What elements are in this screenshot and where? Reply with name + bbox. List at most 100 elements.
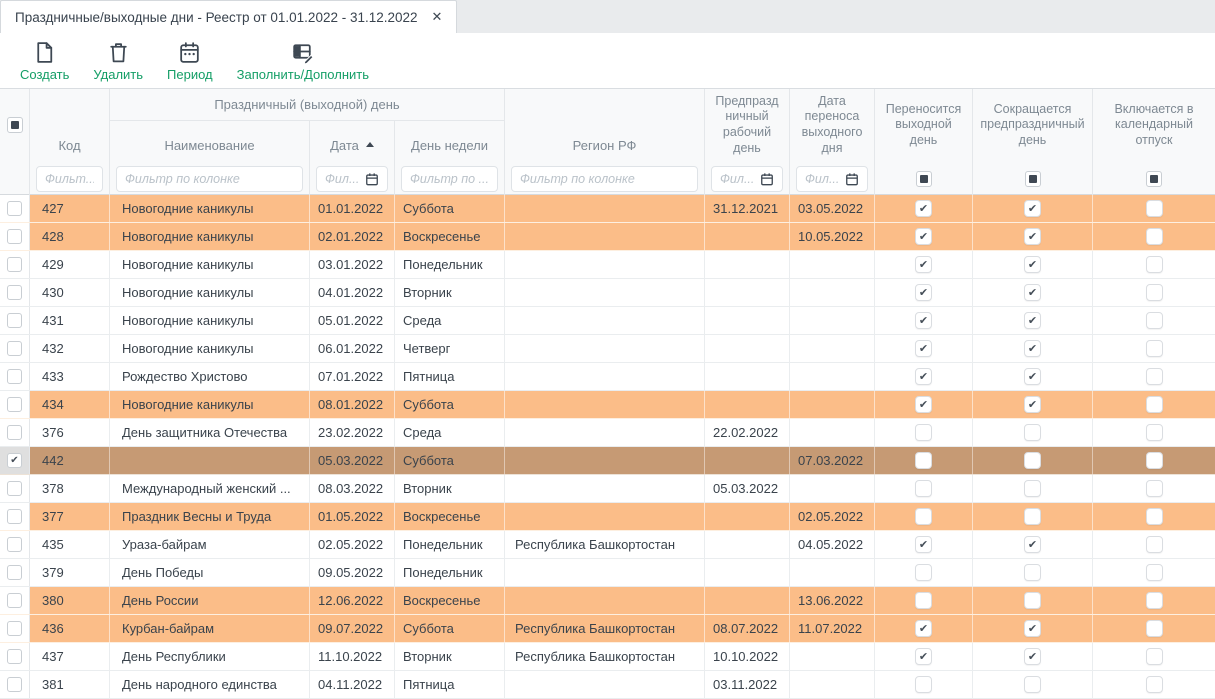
table-row[interactable]: 429 Новогодние каникулы 03.01.2022 Понедель…: [0, 251, 1215, 279]
carries-checkbox[interactable]: [915, 480, 932, 497]
shortens-checkbox[interactable]: [1024, 536, 1041, 553]
shortens-checkbox[interactable]: [1024, 340, 1041, 357]
filter-input-pre-holiday[interactable]: [720, 171, 756, 186]
carries-checkbox[interactable]: [915, 256, 932, 273]
carries-checkbox[interactable]: [915, 200, 932, 217]
carries-checkbox[interactable]: [915, 592, 932, 609]
table-row[interactable]: 430 Новогодние каникулы 04.01.2022 Вторник: [0, 279, 1215, 307]
vacation-checkbox[interactable]: [1145, 564, 1163, 581]
row-select-checkbox[interactable]: [7, 509, 22, 524]
create-button[interactable]: Создать: [8, 37, 81, 85]
filter-input-region[interactable]: [520, 171, 689, 186]
row-select-checkbox[interactable]: [7, 649, 22, 664]
select-all-checkbox[interactable]: [6, 117, 23, 133]
delete-button[interactable]: Удалить: [81, 37, 155, 85]
column-header-shortens[interactable]: Сокращается предпраздничный день: [973, 89, 1093, 161]
shortens-checkbox[interactable]: [1024, 312, 1041, 329]
row-select-checkbox[interactable]: [7, 313, 22, 328]
vacation-checkbox[interactable]: [1145, 452, 1163, 469]
carries-checkbox[interactable]: [915, 340, 932, 357]
table-row[interactable]: 436 Курбан-байрам 09.07.2022 Суббота Республ…: [0, 615, 1215, 643]
vacation-checkbox[interactable]: [1145, 424, 1163, 441]
shortens-checkbox[interactable]: [1024, 256, 1041, 273]
table-row[interactable]: 376 День защитника Отечества 23.02.2022 Сре…: [0, 419, 1215, 447]
table-row[interactable]: 431 Новогодние каникулы 05.01.2022 Среда: [0, 307, 1215, 335]
carries-checkbox[interactable]: [915, 648, 932, 665]
vacation-checkbox[interactable]: [1145, 284, 1163, 301]
carries-checkbox[interactable]: [915, 228, 932, 245]
column-header-weekday[interactable]: День недели: [395, 121, 505, 161]
column-header-vacation[interactable]: Включается в календарный отпуск: [1114, 101, 1194, 147]
shortens-checkbox[interactable]: [1024, 368, 1041, 385]
vacation-checkbox[interactable]: [1145, 312, 1163, 329]
vacation-checkbox[interactable]: [1145, 536, 1163, 553]
table-row[interactable]: 380 День России 12.06.2022 Воскресенье 13.06…: [0, 587, 1215, 615]
carries-checkbox[interactable]: [915, 676, 932, 693]
shortens-filter-checkbox[interactable]: [1024, 170, 1041, 187]
shortens-checkbox[interactable]: [1024, 620, 1041, 637]
table-row[interactable]: 432 Новогодние каникулы 06.01.2022 Четверг: [0, 335, 1215, 363]
filter-input-date[interactable]: [325, 171, 361, 186]
vacation-checkbox[interactable]: [1145, 480, 1163, 497]
carries-checkbox[interactable]: [915, 508, 932, 525]
shortens-checkbox[interactable]: [1024, 648, 1041, 665]
table-row[interactable]: 433 Рождество Христово 07.01.2022 Пятница: [0, 363, 1215, 391]
carries-checkbox[interactable]: [915, 424, 932, 441]
column-header-pre-holiday[interactable]: Предпразд ничный рабочий день: [705, 89, 790, 161]
carries-checkbox[interactable]: [915, 620, 932, 637]
carries-checkbox[interactable]: [915, 452, 932, 469]
shortens-checkbox[interactable]: [1024, 284, 1041, 301]
table-row[interactable]: 427 Новогодние каникулы 01.01.2022 Суббота 3…: [0, 195, 1215, 223]
row-select-checkbox[interactable]: [7, 593, 22, 608]
fill-append-button[interactable]: Заполнить/Дополнить: [225, 37, 381, 85]
table-row[interactable]: 435 Ураза-байрам 02.05.2022 Понедельник Респ…: [0, 531, 1215, 559]
filter-input-name[interactable]: [125, 171, 294, 186]
vacation-checkbox[interactable]: [1145, 620, 1163, 637]
table-row[interactable]: 434 Новогодние каникулы 08.01.2022 Суббота: [0, 391, 1215, 419]
shortens-checkbox[interactable]: [1024, 424, 1041, 441]
tab-holidays-registry[interactable]: Праздничные/выходные дни - Реестр от 01.…: [0, 0, 458, 33]
column-header-transfer-date[interactable]: Дата переноса выходного дня: [790, 89, 875, 161]
column-header-date[interactable]: Дата: [310, 121, 395, 161]
shortens-checkbox[interactable]: [1024, 452, 1041, 469]
shortens-checkbox[interactable]: [1024, 508, 1041, 525]
shortens-checkbox[interactable]: [1024, 396, 1041, 413]
row-select-checkbox[interactable]: [7, 257, 22, 272]
column-header-code[interactable]: Код: [30, 89, 110, 161]
vacation-checkbox[interactable]: [1145, 396, 1163, 413]
shortens-checkbox[interactable]: [1024, 592, 1041, 609]
table-row[interactable]: 379 День Победы 09.05.2022 Понедельник: [0, 559, 1215, 587]
carries-checkbox[interactable]: [915, 564, 932, 581]
carries-checkbox[interactable]: [915, 312, 932, 329]
column-header-carries-over[interactable]: Переносится выходной день: [875, 89, 973, 161]
shortens-checkbox[interactable]: [1024, 200, 1041, 217]
shortens-checkbox[interactable]: [1024, 676, 1041, 693]
shortens-checkbox[interactable]: [1024, 228, 1041, 245]
period-button[interactable]: Период: [155, 37, 225, 85]
row-select-checkbox[interactable]: [7, 453, 22, 468]
row-select-checkbox[interactable]: [7, 481, 22, 496]
vacation-checkbox[interactable]: [1145, 676, 1163, 693]
row-select-checkbox[interactable]: [7, 341, 22, 356]
row-select-checkbox[interactable]: [7, 565, 22, 580]
table-row[interactable]: 381 День народного единства 04.11.2022 Пятн…: [0, 671, 1215, 699]
filter-input-weekday[interactable]: [410, 171, 489, 186]
vacation-checkbox[interactable]: [1145, 256, 1163, 273]
table-row[interactable]: 437 День Республики 11.10.2022 Вторник Респу…: [0, 643, 1215, 671]
row-select-checkbox[interactable]: [7, 677, 22, 692]
carries-checkbox[interactable]: [915, 368, 932, 385]
carries-filter-checkbox[interactable]: [915, 170, 932, 187]
vacation-checkbox[interactable]: [1145, 508, 1163, 525]
vacation-checkbox[interactable]: [1145, 648, 1163, 665]
vacation-checkbox[interactable]: [1145, 592, 1163, 609]
shortens-checkbox[interactable]: [1024, 480, 1041, 497]
vacation-checkbox[interactable]: [1145, 228, 1163, 245]
row-select-checkbox[interactable]: [7, 537, 22, 552]
vacation-checkbox[interactable]: [1145, 368, 1163, 385]
table-row[interactable]: 428 Новогодние каникулы 02.01.2022 Воскресе…: [0, 223, 1215, 251]
vacation-filter-checkbox[interactable]: [1146, 170, 1162, 187]
row-select-checkbox[interactable]: [7, 425, 22, 440]
row-select-checkbox[interactable]: [7, 397, 22, 412]
filter-input-transfer[interactable]: [805, 171, 841, 186]
